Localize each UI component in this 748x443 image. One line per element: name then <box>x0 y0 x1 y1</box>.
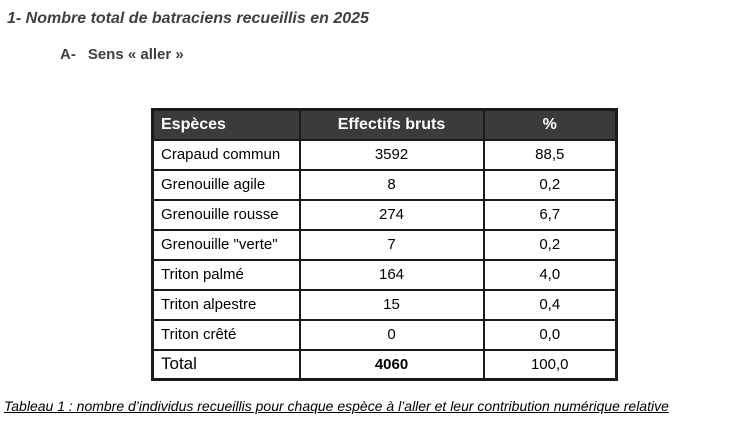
section-title: Sens « aller » <box>87 46 184 63</box>
section-letter: A- <box>60 46 76 63</box>
table-row: Crapaud commun 3592 88,5 <box>151 138 618 171</box>
table-row: Grenouille "verte" 7 0,2 <box>151 228 618 261</box>
percent-cell: 88,5 <box>482 138 618 171</box>
count-cell: 15 <box>298 288 485 321</box>
species-cell: Grenouille agile <box>151 168 301 201</box>
table-total-row: Total 4060 100,0 <box>151 348 618 381</box>
percent-cell: 6,7 <box>482 198 618 231</box>
percent-cell: 0,4 <box>482 288 618 321</box>
species-cell: Grenouille rousse <box>151 198 301 231</box>
species-cell: Triton palmé <box>151 258 301 291</box>
percent-cell: 0,2 <box>482 168 618 201</box>
table-row: Triton crêté 0 0,0 <box>151 318 618 351</box>
percent-cell: 0,2 <box>482 228 618 261</box>
total-percent-cell: 100,0 <box>482 348 618 381</box>
species-cell: Triton alpestre <box>151 288 301 321</box>
page-title: 1- Nombre total de batraciens recueillis… <box>7 10 369 27</box>
percent-cell: 4,0 <box>482 258 618 291</box>
species-cell: Triton crêté <box>151 318 301 351</box>
col-header-species: Espèces <box>151 108 301 141</box>
table-caption: Tableau 1 : nombre d’individus recueilli… <box>4 398 669 414</box>
species-cell: Grenouille "verte" <box>151 228 301 261</box>
count-cell: 0 <box>298 318 485 351</box>
species-table: Espèces Effectifs bruts % Crapaud commun… <box>151 108 618 381</box>
count-cell: 8 <box>298 168 485 201</box>
total-label-cell: Total <box>151 348 301 381</box>
total-count-cell: 4060 <box>298 348 485 381</box>
table-row: Triton alpestre 15 0,4 <box>151 288 618 321</box>
col-header-percent: % <box>482 108 618 141</box>
count-cell: 164 <box>298 258 485 291</box>
table-row: Grenouille rousse 274 6,7 <box>151 198 618 231</box>
species-cell: Crapaud commun <box>151 138 301 171</box>
count-cell: 274 <box>298 198 485 231</box>
percent-cell: 0,0 <box>482 318 618 351</box>
count-cell: 7 <box>298 228 485 261</box>
col-header-counts: Effectifs bruts <box>298 108 485 141</box>
table-header-row: Espèces Effectifs bruts % <box>151 108 618 141</box>
section-heading: A- Sens « aller » <box>60 46 184 63</box>
count-cell: 3592 <box>298 138 485 171</box>
table-row: Grenouille agile 8 0,2 <box>151 168 618 201</box>
table-row: Triton palmé 164 4,0 <box>151 258 618 291</box>
